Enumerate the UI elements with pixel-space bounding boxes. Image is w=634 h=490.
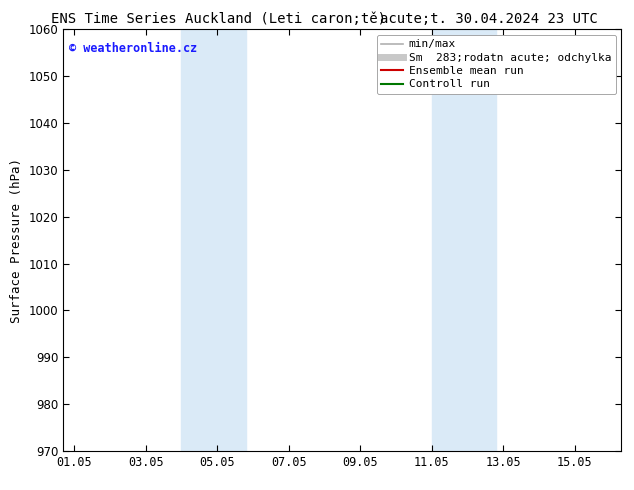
Text: ENS Time Series Auckland (Leti caron;tě): ENS Time Series Auckland (Leti caron;tě) xyxy=(51,12,385,26)
Bar xyxy=(432,29,496,451)
Legend: min/max, Sm  283;rodatn acute; odchylka, Ensemble mean run, Controll run: min/max, Sm 283;rodatn acute; odchylka, … xyxy=(377,35,616,94)
Text: acute;t. 30.04.2024 23 UTC: acute;t. 30.04.2024 23 UTC xyxy=(380,12,598,26)
Y-axis label: Surface Pressure (hPa): Surface Pressure (hPa) xyxy=(10,158,23,322)
Bar xyxy=(181,29,246,451)
Text: © weatheronline.cz: © weatheronline.cz xyxy=(69,42,197,55)
